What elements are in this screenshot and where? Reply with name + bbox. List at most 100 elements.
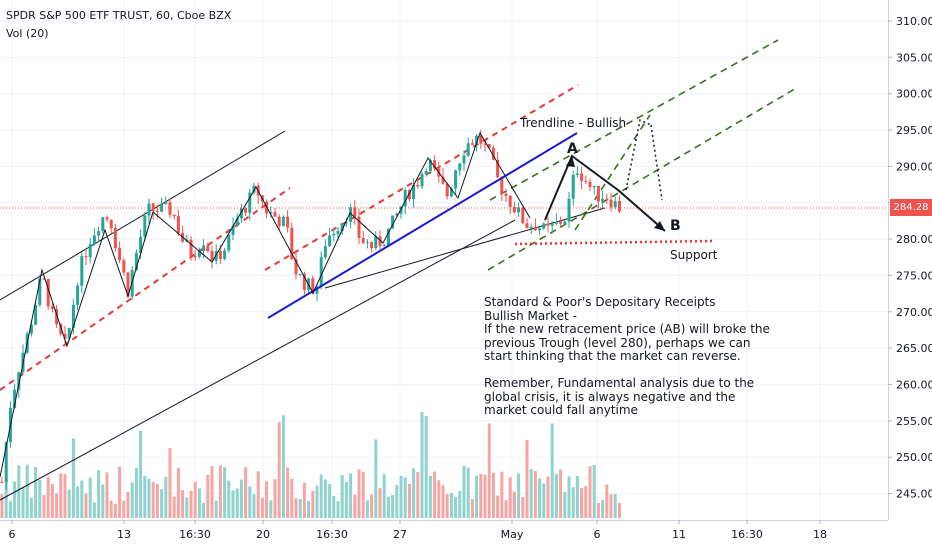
green-channel-mid (574, 114, 651, 231)
price-tick-label: 250.00 (896, 451, 932, 464)
time-tick-label: 16:30 (316, 528, 348, 541)
candle-body (113, 228, 117, 249)
drawing-layer (0, 39, 799, 501)
volume-bar (260, 497, 264, 518)
volume-bar (298, 499, 302, 518)
candle-body (235, 218, 239, 227)
candle-body (399, 206, 403, 214)
candle-body (315, 286, 319, 294)
candle-body (164, 202, 168, 204)
candle-body (483, 143, 487, 145)
price-axis[interactable]: 245.00 250.00 255.00 260.00 265.00 270.00 275.… (888, 15, 932, 501)
candle-body (193, 256, 197, 258)
candle-body (71, 305, 75, 328)
volume-bar (525, 439, 529, 518)
candle-body (344, 221, 348, 223)
volume-bar (227, 480, 231, 518)
candle-body (277, 216, 281, 227)
candle-body (160, 203, 164, 212)
candle-body (554, 221, 558, 224)
candle-body (340, 222, 344, 231)
volume-bar (71, 438, 75, 518)
volume-bar (533, 470, 537, 518)
candle-body (13, 389, 17, 408)
time-axis[interactable]: 6 13 16:30 20 16:30 27 May 6 11 16:30 18 (9, 520, 828, 541)
volume-bar (248, 486, 252, 518)
volume-bar (391, 494, 395, 518)
volume-bar (25, 464, 29, 518)
volume-bar (210, 466, 214, 518)
price-tick-label: 270.00 (896, 306, 932, 319)
candle-body (311, 278, 315, 294)
candle-body (92, 235, 96, 245)
volume-bar (475, 475, 479, 518)
volume-bar (8, 500, 12, 518)
candle-body (433, 160, 437, 169)
volume-bar (344, 482, 348, 518)
candle-body (412, 184, 416, 200)
candle-body (521, 207, 525, 224)
volume-bar (269, 500, 273, 518)
candle-body (370, 242, 374, 249)
volume-bar (319, 474, 323, 518)
volume-bar (617, 502, 621, 518)
volume-bar (420, 412, 424, 518)
volume-bar (424, 415, 428, 518)
candle-body (298, 273, 302, 275)
volume-bar (361, 472, 365, 518)
candle-body (46, 279, 50, 307)
candle-body (559, 221, 563, 224)
volume-bar (483, 474, 487, 518)
price-tick-label: 290.00 (896, 160, 932, 173)
volume-bar (332, 495, 336, 518)
volume-bar (382, 474, 386, 518)
candle-body (269, 212, 273, 214)
candle-body (487, 143, 491, 148)
candle-body (223, 250, 227, 260)
candle-body (0, 481, 4, 483)
candle-body (512, 207, 516, 213)
volume-bar (538, 478, 542, 518)
symbol-title[interactable]: SPDR S&P 500 ETF TRUST, 60, Cboe BZX (6, 9, 232, 22)
red-channel-1 (0, 187, 291, 391)
candle-body (34, 304, 38, 325)
volume-bar (307, 500, 311, 518)
candle-body (428, 160, 432, 172)
volume-bar (508, 477, 512, 518)
volume-bar (370, 494, 374, 518)
candle-body (420, 174, 424, 187)
candle-body (248, 192, 252, 213)
candle-body (533, 226, 537, 231)
candle-body (617, 201, 621, 212)
candle-body (563, 221, 567, 224)
volume-bar (487, 423, 491, 518)
volume-bar (235, 488, 239, 518)
volume-bar (29, 497, 33, 518)
volume-bar (113, 503, 117, 518)
candle-body (596, 185, 600, 202)
arrowhead-a (566, 156, 575, 167)
volume-bar (563, 492, 567, 518)
price-tick-label: 275.00 (896, 269, 932, 282)
volume-bar (428, 475, 432, 518)
candle-body (252, 185, 256, 193)
volume-bar (155, 483, 159, 518)
volume-bar (97, 470, 101, 518)
time-tick-label: 20 (256, 528, 270, 541)
candle-body (395, 213, 399, 216)
volume-bar (605, 484, 609, 518)
volume-indicator-label[interactable]: Vol (20) (6, 27, 49, 40)
volume-bar (550, 423, 554, 518)
candle-body (84, 256, 88, 258)
volume-bar (176, 467, 180, 518)
candle-body (605, 198, 609, 200)
candle-body (206, 245, 210, 251)
volume-bar (122, 500, 126, 518)
candle-body (143, 215, 147, 237)
volume-bar (517, 473, 521, 518)
volume-bar (126, 491, 130, 518)
candle-body (29, 324, 33, 334)
candle-body (231, 226, 235, 235)
volume-bar (46, 476, 50, 518)
